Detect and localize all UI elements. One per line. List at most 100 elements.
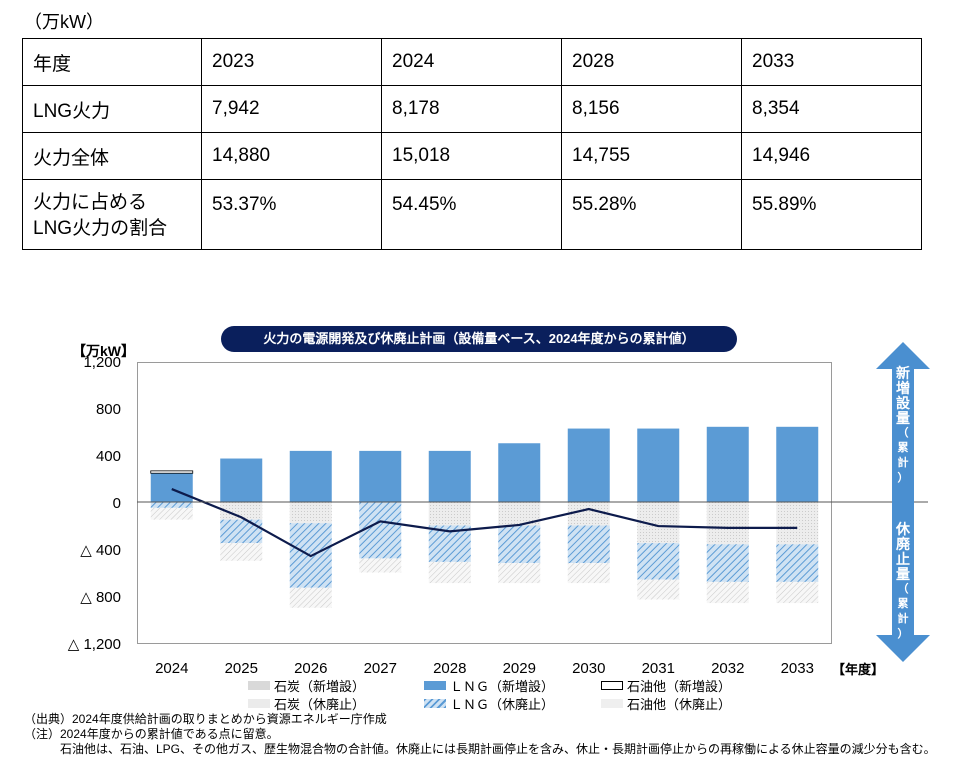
net-total-line [171, 488, 798, 558]
oil-retire-bar [220, 543, 263, 561]
table-cell: 14,946 [741, 132, 922, 180]
legend-label: 石油他（休廃止） [627, 697, 732, 712]
side-label-char: 設 [896, 395, 910, 411]
header-cell: 2024 [381, 38, 562, 86]
table-unit: （万kW） [24, 12, 104, 32]
table-cell: 14,755 [561, 132, 742, 180]
coal-retire-bar [567, 502, 610, 526]
oil-retire-bar [567, 563, 610, 584]
lng-retire-bar [637, 543, 680, 580]
oil-retire-bar [428, 561, 471, 584]
oil-new-bar [150, 470, 194, 474]
table-cell: 53.37% [201, 179, 382, 250]
lng-new-bar [289, 450, 332, 502]
side-label-note-char: 累 [897, 442, 909, 454]
side-label-note-char: 累 [897, 598, 909, 610]
table-cell: 7,942 [201, 85, 382, 133]
x-tick-label: 2029 [503, 660, 536, 677]
y-tick-label: 400 [96, 448, 121, 465]
legend-swatch [601, 681, 623, 690]
legend-swatch [424, 699, 446, 708]
row-label: LNG火力 [22, 85, 202, 133]
x-tick-label: 2030 [572, 660, 605, 677]
capacity-table: 年度 2023 2024 2028 2033 LNG火力 7,942 8,178… [22, 38, 922, 250]
side-label-note-char: （ [897, 583, 909, 595]
lng-new-bar [359, 450, 402, 502]
lng-retire-bar [498, 525, 541, 564]
side-label-char: 休 [896, 521, 910, 537]
header-cell: 2023 [201, 38, 382, 86]
x-tick-label: 2026 [294, 660, 327, 677]
header-cell: 2028 [561, 38, 742, 86]
x-axis-unit: 【年度】 [832, 662, 885, 677]
side-label-char: 量 [896, 410, 910, 426]
row-label-line: LNG火力の割合 [33, 218, 168, 239]
oil-retire-bar [359, 558, 402, 573]
coal-retire-bar [289, 502, 332, 524]
oil-retire-bar [150, 507, 193, 520]
table-header-row: 年度 2023 2024 2028 2033 [22, 38, 922, 86]
table-cell: 8,354 [741, 85, 922, 133]
x-tick-label: 2027 [364, 660, 397, 677]
note-oil-definition: 石油他は、石油、LPG、その他ガス、歴生物混合物の合計値。休廃止には長期計画停止… [60, 742, 936, 756]
lng-retire-bar [776, 544, 819, 582]
plot-frame [137, 362, 832, 644]
x-tick-label: 2031 [642, 660, 675, 677]
header-cell: 年度 [22, 38, 202, 86]
side-label-note-char: 計 [897, 457, 909, 469]
side-label-char: 止 [896, 551, 910, 567]
side-label-char: 量 [896, 566, 910, 582]
side-label-note-char: ） [897, 472, 909, 484]
lng-new-bar [706, 426, 749, 502]
side-label-char: 廃 [896, 536, 910, 552]
lng-retire-bar [150, 502, 193, 508]
table-cell: 14,880 [201, 132, 382, 180]
legend-label: 石油他（新増設） [627, 679, 732, 694]
y-tick-label: △ 800 [80, 589, 121, 606]
oil-retire-bar [776, 581, 819, 604]
coal-retire-bar [776, 502, 819, 545]
y-tick-label: △ 1,200 [68, 636, 121, 653]
y-tick-label: 0 [113, 495, 121, 512]
legend-label: 石炭（新増設） [274, 679, 366, 694]
legend-item: 石炭（休廃止） [248, 694, 365, 713]
coal-retire-bar [498, 502, 541, 526]
lng-new-bar [220, 458, 263, 502]
new-capacity-side-label: 新増設量（ 累計 ） [896, 366, 910, 486]
x-tick-label: 2024 [155, 660, 188, 677]
lng-new-bar [567, 428, 610, 502]
coal-retire-bar [220, 502, 263, 520]
y-tick-label: △ 400 [80, 542, 121, 559]
y-tick-label: 800 [96, 401, 121, 418]
coal-retire-bar [428, 502, 471, 526]
x-tick-label: 2028 [433, 660, 466, 677]
row-label: 火力全体 [22, 132, 202, 180]
legend-swatch [248, 699, 270, 708]
y-tick-label: 1,200 [83, 354, 121, 371]
legend-label: ＬＮＧ（新増設） [450, 679, 555, 694]
chart-notes: （出典）2024年度供給計画の取りまとめから資源エネルギー庁作成 （注）2024… [24, 712, 936, 757]
coal-retire-bar [706, 502, 749, 545]
x-tick-label: 2032 [711, 660, 744, 677]
note-source: （出典）2024年度供給計画の取りまとめから資源エネルギー庁作成 [24, 712, 387, 726]
legend-swatch [601, 699, 623, 708]
lng-new-bar [498, 443, 541, 502]
oil-retire-bar [289, 587, 332, 608]
x-tick-label: 2025 [225, 660, 258, 677]
capacity-direction-arrow [876, 342, 930, 662]
table-cell: 55.89% [741, 179, 922, 250]
legend-item: 石炭（新増設） [248, 676, 365, 695]
row-label-line: 火力に占める [33, 192, 148, 213]
table-row: 火力に占める LNG火力の割合 53.37% 54.45% 55.28% 55.8… [22, 179, 922, 250]
lng-new-bar [150, 473, 193, 502]
side-label-note-char: 計 [897, 613, 909, 625]
lng-new-bar [637, 428, 680, 502]
legend-swatch [424, 681, 446, 690]
note-cumulative: （注）2024年度からの累計値である点に留意。 [24, 727, 279, 741]
x-tick-label: 2033 [781, 660, 814, 677]
legend-item: ＬＮＧ（休廃止） [424, 694, 554, 713]
lng-retire-bar [706, 544, 749, 582]
legend-item: ＬＮＧ（新増設） [424, 676, 554, 695]
retired-capacity-side-label: 休廃止量（ 累計 ） [896, 522, 910, 642]
